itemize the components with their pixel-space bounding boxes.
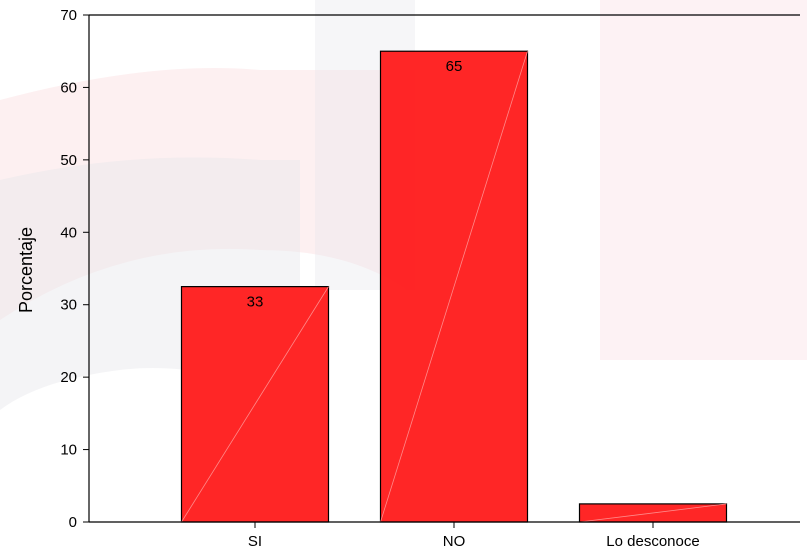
- x-tick-label: SI: [248, 533, 262, 550]
- bar-sheen: [181, 286, 329, 523]
- y-tick-label: 30: [60, 297, 77, 314]
- bars-group: [180, 50, 728, 523]
- data-label: 65: [446, 58, 463, 75]
- data-label: 33: [247, 294, 264, 311]
- y-tick-label: 20: [60, 369, 77, 386]
- y-tick-label: 50: [60, 152, 77, 169]
- bar-sheen: [380, 51, 528, 523]
- watermark-red-shape: [0, 68, 420, 320]
- background-watermark: [0, 0, 807, 410]
- y-axis-ticks: 0 10 20 30 40 50 60 70: [60, 7, 89, 531]
- y-tick-label: 0: [69, 514, 77, 531]
- x-tick-label: Lo desconoce: [606, 533, 699, 550]
- bar-sheen: [579, 503, 727, 523]
- y-tick-label: 60: [60, 79, 77, 96]
- data-labels-group: 33 65: [247, 58, 463, 310]
- x-tick-label: NO: [443, 533, 466, 550]
- x-axis-labels: SI NO Lo desconoce: [248, 522, 700, 550]
- y-tick-label: 10: [60, 442, 77, 459]
- y-tick-label: 40: [60, 224, 77, 241]
- y-tick-label: 70: [60, 7, 77, 24]
- watermark-grey-block: [600, 0, 807, 360]
- y-axis-title: Porcentaje: [16, 227, 36, 313]
